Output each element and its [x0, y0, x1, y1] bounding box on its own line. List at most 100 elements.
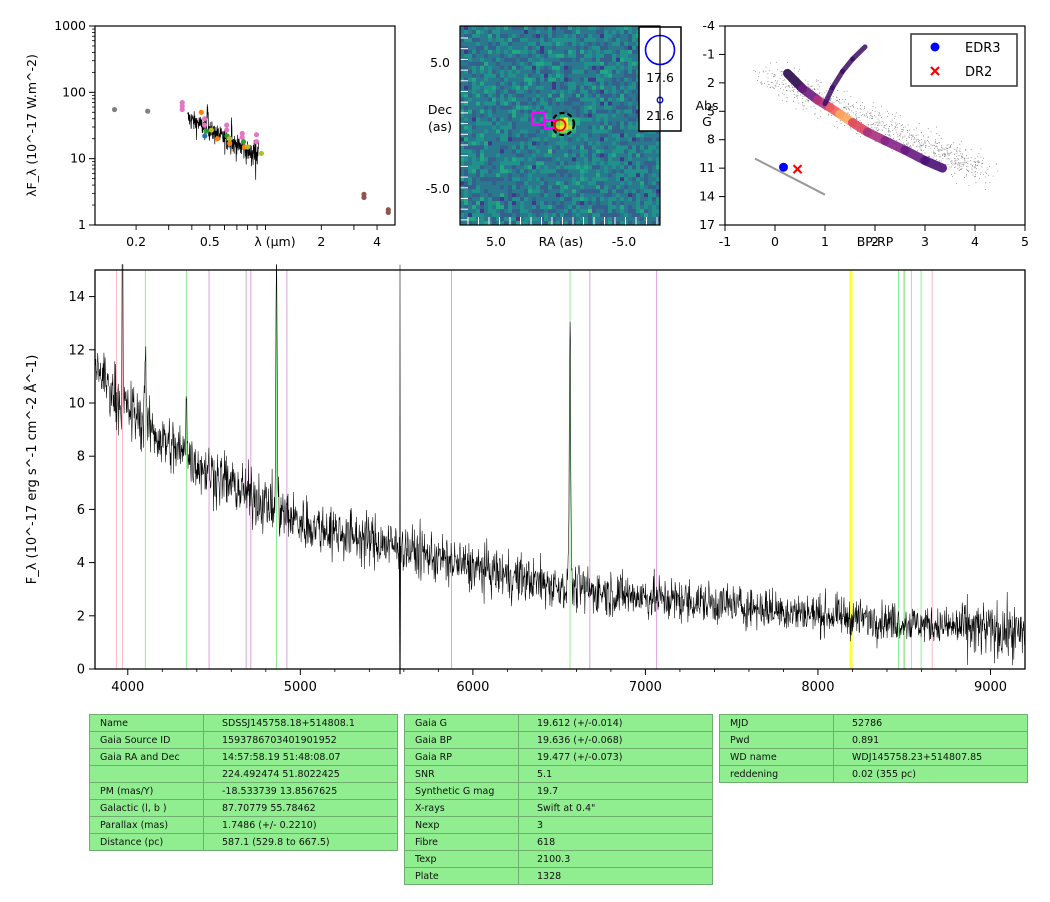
table-key-cell: Pwd: [719, 731, 834, 749]
image-pixel: [596, 173, 601, 178]
image-pixel: [636, 141, 641, 146]
image-pixel: [588, 26, 593, 31]
y-tick-label: 17: [699, 217, 715, 232]
image-pixel: [480, 81, 485, 87]
field-star: [890, 121, 892, 123]
field-star: [921, 145, 923, 147]
image-pixel: [516, 149, 521, 154]
image-pixel: [556, 73, 561, 79]
field-star: [936, 133, 937, 135]
field-star: [775, 80, 776, 82]
field-star: [909, 129, 910, 131]
image-pixel: [564, 213, 569, 218]
image-pixel: [548, 145, 553, 150]
image-pixel: [528, 93, 533, 99]
image-pixel: [612, 173, 617, 178]
image-pixel: [628, 145, 633, 150]
image-pixel: [520, 105, 525, 110]
image-pixel: [520, 37, 525, 43]
field-star: [918, 140, 920, 141]
image-pixel: [548, 201, 553, 206]
field-star: [938, 142, 940, 144]
image-pixel: [500, 197, 505, 202]
image-pixel: [544, 201, 549, 206]
field-star: [935, 141, 936, 142]
image-pixel: [644, 137, 649, 142]
image-pixel: [544, 193, 549, 198]
image-pixel: [508, 93, 513, 99]
image-pixel: [624, 169, 629, 174]
field-star: [793, 91, 794, 92]
field-star: [965, 175, 967, 177]
image-pixel: [636, 133, 641, 138]
image-pixel: [488, 73, 493, 79]
image-pixel: [540, 133, 545, 138]
image-pixel: [588, 165, 593, 170]
image-pixel: [544, 101, 549, 106]
image-pixel: [592, 105, 597, 110]
image-pixel: [580, 97, 585, 102]
field-star: [934, 153, 936, 155]
image-pixel: [564, 153, 569, 158]
image-pixel: [536, 109, 541, 114]
image-pixel: [556, 209, 561, 214]
image-pixel: [584, 73, 589, 79]
image-pixel: [548, 89, 553, 95]
image-pixel: [560, 26, 565, 31]
image-pixel: [564, 173, 569, 178]
image-pixel: [500, 129, 505, 134]
image-pixel: [468, 129, 473, 134]
field-star: [955, 158, 957, 160]
image-pixel: [528, 217, 533, 222]
field-star: [841, 109, 843, 111]
field-star: [906, 143, 908, 145]
image-pixel: [592, 157, 597, 162]
field-star: [824, 109, 826, 111]
field-star: [889, 131, 891, 133]
image-pixel: [628, 185, 633, 190]
image-pixel: [488, 105, 493, 110]
image-pixel: [604, 77, 609, 83]
image-pixel: [480, 65, 485, 71]
image-pixel: [472, 125, 477, 130]
image-pixel: [496, 57, 501, 63]
image-pixel: [516, 37, 521, 43]
image-pixel: [608, 165, 613, 170]
field-star: [980, 148, 982, 150]
image-pixel: [588, 201, 593, 206]
field-star: [977, 164, 978, 166]
image-pixel: [496, 61, 501, 67]
field-star: [836, 100, 837, 102]
image-pixel: [616, 221, 621, 226]
image-pixel: [556, 177, 561, 182]
image-pixel: [536, 125, 541, 130]
image-pixel: [656, 169, 661, 174]
image-pixel: [572, 189, 577, 194]
image-pixel: [644, 181, 649, 186]
image-pixel: [476, 141, 481, 146]
field-star: [951, 163, 953, 164]
edr3-marker: [779, 162, 788, 172]
field-star: [807, 84, 809, 86]
image-pixel: [548, 81, 553, 87]
image-pixel: [536, 193, 541, 198]
field-star: [936, 145, 938, 147]
image-pixel: [580, 113, 585, 118]
field-star: [932, 157, 934, 159]
image-pixel: [588, 85, 593, 91]
image-pixel: [544, 45, 549, 51]
image-pixel: [552, 89, 557, 95]
field-star: [869, 113, 871, 114]
image-pixel: [460, 181, 465, 186]
image-pixel: [476, 53, 481, 59]
image-pixel: [564, 197, 569, 202]
image-pixel: [560, 97, 565, 102]
image-pixel: [572, 45, 577, 51]
field-star: [850, 96, 852, 97]
field-star: [970, 164, 972, 165]
image-pixel: [644, 193, 649, 198]
image-pixel: [556, 181, 561, 186]
image-pixel: [476, 133, 481, 138]
field-star: [864, 115, 866, 117]
image-pixel: [652, 221, 657, 226]
